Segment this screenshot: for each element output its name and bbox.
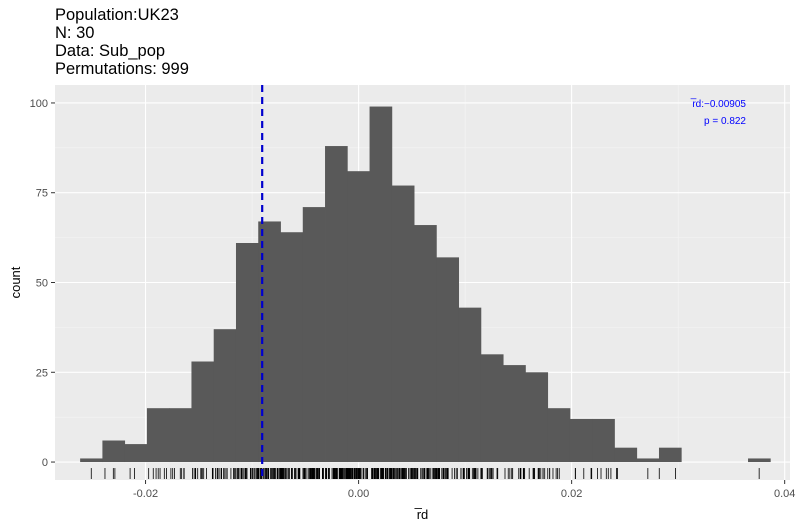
histogram-bar [436, 257, 460, 463]
title-population: Population:UK23 [55, 6, 179, 24]
histogram-bar [614, 447, 638, 463]
annotation-p-value: p = 0.822 [704, 116, 746, 127]
y-tick-label: 0 [42, 457, 48, 469]
histogram-bar [213, 329, 237, 463]
y-tick-label: 25 [36, 367, 48, 379]
histogram-bar [347, 171, 370, 463]
y-axis-ticks: 0 25 50 75 100 [30, 98, 55, 469]
histogram-bar [280, 232, 304, 463]
histogram-bar [146, 408, 170, 463]
y-tick-label: 100 [30, 98, 48, 110]
x-tick-label: 0.04 [774, 488, 795, 500]
histogram-bar [325, 146, 348, 463]
histogram-bar [102, 440, 126, 463]
histogram-bar [302, 207, 326, 463]
histogram-bar [369, 106, 393, 463]
title-permutations: Permutations: 999 [55, 60, 189, 78]
histogram-bar [525, 372, 549, 463]
x-tick-label: 0.00 [348, 488, 369, 500]
y-axis-title: count [8, 266, 23, 298]
title-data: Data: Sub_pop [55, 42, 166, 60]
annotation-rd-value: r̅d:−0.00905 [691, 98, 747, 110]
histogram-bar [636, 458, 660, 463]
histogram-bar [658, 447, 682, 463]
histogram-bar [258, 221, 281, 463]
x-tick-label: -0.02 [133, 488, 158, 500]
title-n: N: 30 [55, 24, 95, 42]
histogram-bar [748, 458, 771, 463]
y-tick-label: 50 [36, 278, 48, 290]
histogram-bar [124, 444, 148, 463]
histogram-bar [503, 365, 526, 463]
histogram-bar [235, 243, 259, 463]
histogram-bar [191, 361, 215, 463]
histogram-bar [80, 458, 103, 463]
rug-marks [90, 468, 760, 479]
histogram-bar [391, 185, 415, 463]
histogram-bar [169, 408, 192, 463]
stat-annotation: r̅d:−0.00905 p = 0.822 [691, 98, 747, 127]
histogram-bar [414, 225, 437, 463]
histogram-bar [458, 307, 482, 463]
x-tick-label: 0.02 [561, 488, 582, 500]
x-axis-ticks: -0.02 0.00 0.02 0.04 [133, 480, 795, 500]
histogram-bar [569, 418, 593, 463]
histogram-bar [547, 408, 571, 463]
plot-title-block: Population:UK23 N: 30 Data: Sub_pop Perm… [55, 6, 189, 78]
histogram-bars [80, 106, 771, 463]
y-tick-label: 75 [36, 188, 48, 200]
x-axis-title: r̅d [414, 507, 428, 522]
histogram-bar [480, 354, 504, 463]
histogram-bar [592, 418, 615, 463]
